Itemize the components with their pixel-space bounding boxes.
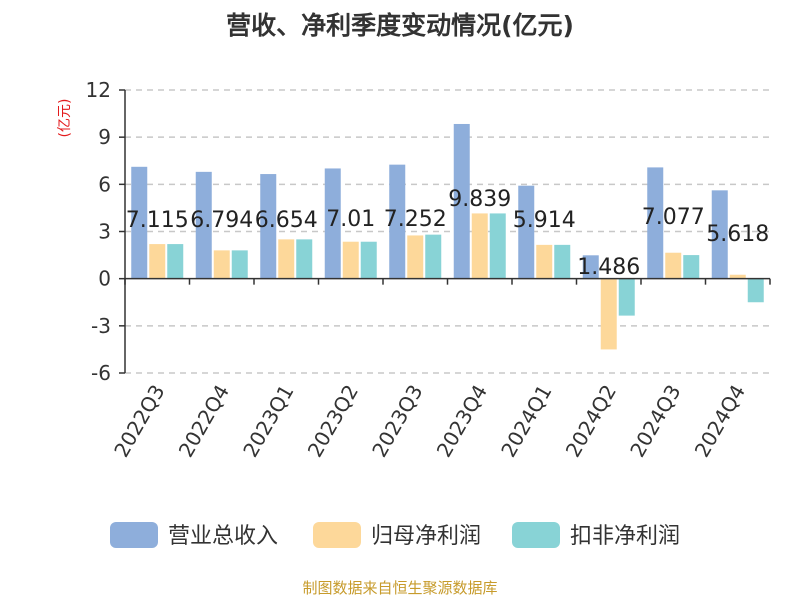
data-label: 7.252 bbox=[384, 207, 447, 232]
legend-item-3[interactable]: 扣非净利润 bbox=[512, 522, 680, 549]
data-label: 9.839 bbox=[448, 187, 511, 212]
bar-2022Q4-2 bbox=[213, 250, 230, 279]
x-tick-label: 2023Q2 bbox=[303, 381, 363, 462]
bar-2023Q1-2 bbox=[278, 239, 295, 279]
bar-2023Q1-1 bbox=[260, 174, 277, 279]
legend[interactable]: 营业总收入 归母净利润 扣非净利润 bbox=[110, 522, 680, 549]
legend-item-2[interactable]: 归母净利润 bbox=[313, 522, 481, 549]
bar-2023Q3-3 bbox=[425, 234, 442, 279]
data-label: 5.914 bbox=[513, 208, 576, 233]
bar-2023Q4-1 bbox=[453, 123, 470, 279]
legend-swatch bbox=[512, 522, 560, 548]
bar-2024Q4-2 bbox=[729, 274, 746, 279]
bar-2022Q4-1 bbox=[195, 171, 212, 279]
bar-2024Q3-3 bbox=[683, 255, 700, 279]
data-label: 1.486 bbox=[577, 255, 640, 280]
x-tick-label: 2022Q3 bbox=[109, 381, 169, 462]
y-tick-label: 6 bbox=[98, 172, 111, 196]
bar-2022Q4-3 bbox=[231, 250, 248, 279]
x-tick-label: 2024Q4 bbox=[690, 381, 750, 462]
bar-2024Q4-1 bbox=[711, 190, 728, 279]
x-tick-label: 2024Q2 bbox=[561, 381, 621, 462]
x-tick-label: 2023Q4 bbox=[432, 381, 492, 462]
data-label: 7.077 bbox=[642, 205, 705, 230]
y-tick-label: 0 bbox=[98, 267, 111, 291]
bar-2022Q3-1 bbox=[131, 166, 148, 279]
legend-label: 归母净利润 bbox=[371, 524, 481, 549]
legend-label: 营业总收入 bbox=[168, 524, 278, 549]
data-labels: 7.115 6.794 6.654 7.01 7.2529.8395.9141.4867… bbox=[126, 187, 769, 280]
y-tick-label: 12 bbox=[86, 78, 111, 102]
x-tick-label: 2024Q3 bbox=[625, 381, 685, 462]
bar-2024Q1-2 bbox=[536, 244, 553, 279]
y-tick-label: 9 bbox=[98, 125, 111, 149]
bar-2024Q4-3 bbox=[747, 278, 764, 303]
y-tick-label: 3 bbox=[98, 220, 111, 244]
bar-2023Q4-3 bbox=[489, 213, 506, 279]
bar-2022Q3-2 bbox=[149, 244, 166, 279]
grid-lines bbox=[125, 89, 770, 374]
data-label: 5.618 bbox=[706, 222, 769, 247]
x-tick-label: 2022Q4 bbox=[174, 381, 234, 462]
bar-2023Q1-3 bbox=[296, 239, 313, 279]
bar-2023Q3-1 bbox=[389, 164, 406, 279]
bar-2022Q3-3 bbox=[167, 244, 184, 279]
data-label: 7.01 bbox=[326, 207, 375, 232]
data-label: 6.654 bbox=[255, 208, 318, 233]
x-tick-label: 2023Q1 bbox=[238, 381, 298, 462]
legend-item-1[interactable]: 营业总收入 bbox=[110, 522, 278, 549]
bar-2024Q3-2 bbox=[665, 252, 682, 279]
legend-swatch bbox=[313, 522, 361, 548]
bar-2023Q3-2 bbox=[407, 235, 424, 279]
data-label: 7.115 bbox=[126, 208, 189, 233]
x-tick-label: 2024Q1 bbox=[496, 381, 556, 462]
bar-2024Q1-1 bbox=[518, 185, 535, 279]
bar-2024Q2-1 bbox=[582, 255, 599, 279]
chart-title: 营收、净利季度变动情况(亿元) bbox=[226, 11, 574, 40]
legend-swatch bbox=[110, 522, 158, 548]
source-note: 制图数据来自恒生聚源数据库 bbox=[302, 579, 498, 597]
legend-label: 扣非净利润 bbox=[570, 524, 680, 549]
bar-2023Q2-1 bbox=[324, 168, 341, 279]
bar-2023Q2-3 bbox=[360, 241, 377, 279]
bar-2024Q2-2 bbox=[600, 278, 617, 350]
y-tick-label: -6 bbox=[91, 361, 111, 385]
bar-2023Q4-2 bbox=[471, 213, 488, 279]
bar-2024Q3-1 bbox=[647, 167, 664, 279]
y-tick-label: -3 bbox=[91, 314, 111, 338]
x-tick-label: 2023Q3 bbox=[367, 381, 427, 462]
bar-2023Q2-2 bbox=[342, 241, 359, 279]
data-label: 6.794 bbox=[190, 208, 253, 233]
bar-2024Q2-3 bbox=[618, 278, 635, 316]
y-axis-unit-label: (亿元) bbox=[57, 99, 73, 138]
bar-series bbox=[131, 123, 764, 350]
bar-2024Q1-3 bbox=[554, 244, 571, 279]
